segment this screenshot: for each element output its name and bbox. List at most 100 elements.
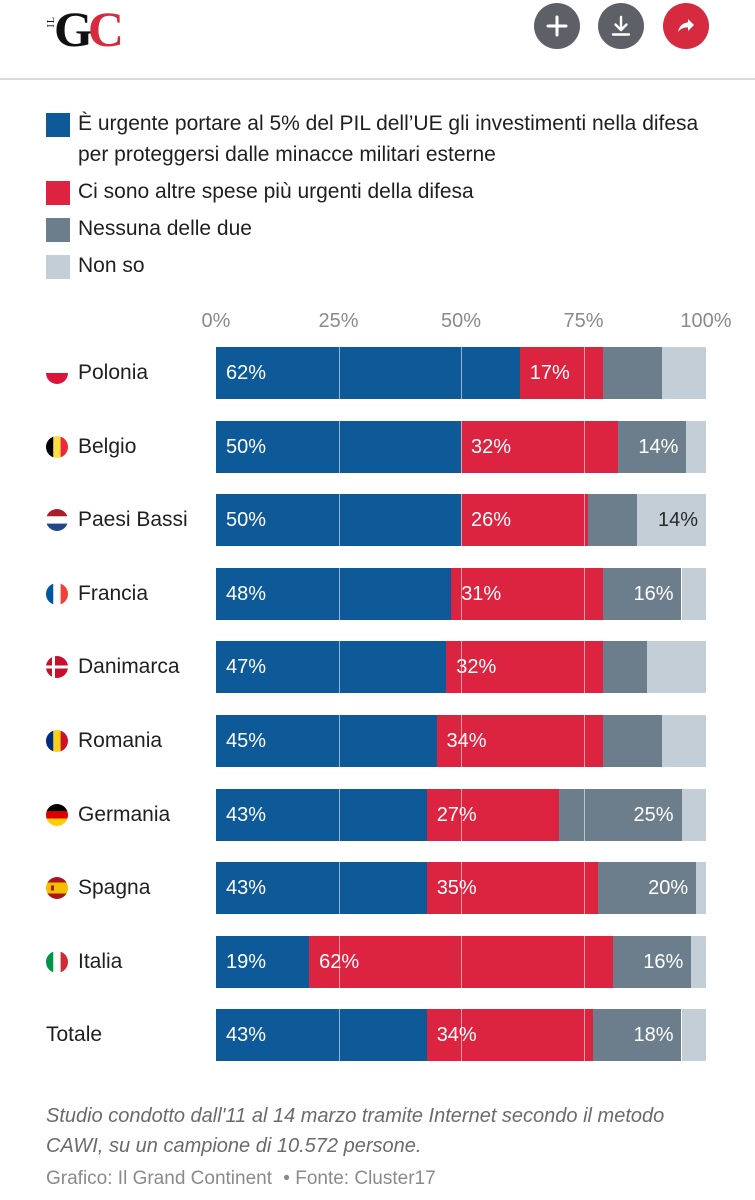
bar-segment <box>637 494 706 547</box>
data-label: 50% <box>226 435 267 458</box>
bar-segment <box>603 641 648 694</box>
bar-segment <box>661 347 706 399</box>
netherlands-flag-icon <box>46 509 68 532</box>
data-label: 20% <box>648 877 689 900</box>
bar-segment <box>216 788 427 841</box>
category-label: Italia <box>46 936 122 988</box>
legend-label: Non so <box>78 254 145 277</box>
legend-item: È urgente portare al 5% del PIL dell’UE … <box>46 108 726 170</box>
category-text: Paesi Bassi <box>78 508 188 532</box>
data-label: 43% <box>226 803 267 826</box>
data-label: 17% <box>529 362 570 384</box>
bar-segment <box>593 1009 682 1062</box>
bar-segment <box>461 494 589 547</box>
share-icon <box>678 19 694 32</box>
add-icon <box>546 15 568 37</box>
data-label: 32% <box>471 435 512 458</box>
bar-segment <box>603 567 682 620</box>
category-text: Totale <box>46 1023 103 1047</box>
category-text: Italia <box>78 949 123 973</box>
chart-legend: È urgente portare al 5% del PIL dell’UE … <box>46 108 726 287</box>
x-tick-label: 50% <box>440 310 482 332</box>
data-label: 48% <box>226 582 267 605</box>
category-label: Danimarca <box>46 641 180 693</box>
category-text: Belgio <box>78 434 137 458</box>
category-label: Spagna <box>46 862 150 914</box>
data-label: 62% <box>226 362 267 384</box>
data-label: 27% <box>436 803 477 826</box>
download-icon <box>611 15 631 36</box>
legend-label: Ci sono altre spese più urgenti della di… <box>78 180 474 203</box>
header-bar: IL GC <box>0 0 755 80</box>
logo-gc: GC <box>54 0 124 58</box>
legend-label: Nessuna delle due <box>78 217 252 240</box>
category-label: Belgio <box>46 421 136 473</box>
france-flag-icon <box>46 582 68 605</box>
category-text: Polonia <box>78 361 149 384</box>
add-button[interactable] <box>534 3 580 49</box>
category-text: Francia <box>78 581 149 605</box>
data-label: 45% <box>226 730 267 752</box>
x-tick-label: 25% <box>318 310 359 332</box>
logo-c: C <box>87 1 124 57</box>
data-label: 50% <box>226 509 267 532</box>
legend-item: Ci sono altre spese più urgenti della di… <box>46 176 726 207</box>
bar-segment <box>686 420 706 473</box>
bar-segment <box>612 935 692 988</box>
data-label: 32% <box>456 656 497 679</box>
data-label: 43% <box>226 877 267 900</box>
romania-flag-icon <box>46 730 68 752</box>
legend-swatch <box>46 255 70 279</box>
category-text: Spagna <box>78 876 151 900</box>
data-label: 31% <box>461 582 502 605</box>
bar-segment <box>691 935 706 988</box>
category-text: Danimarca <box>78 655 180 679</box>
bar-segment <box>451 567 604 620</box>
bar-segment <box>588 494 638 547</box>
bar-segment <box>559 788 682 841</box>
bar-segment <box>661 715 706 767</box>
bar-segment <box>216 862 427 915</box>
data-label: 62% <box>319 950 360 973</box>
legend-swatch <box>46 181 70 205</box>
credit-source: • Fonte: Cluster17 <box>283 1168 436 1189</box>
data-label: 19% <box>226 950 267 973</box>
category-label: Totale <box>46 1009 102 1061</box>
bar-segment <box>426 788 559 841</box>
category-label: Germania <box>46 789 170 841</box>
germany-flag-icon <box>46 803 68 826</box>
bar-segment <box>696 862 706 915</box>
x-tick-label: 100% <box>680 310 732 332</box>
category-label: Francia <box>46 568 148 620</box>
data-label: 43% <box>226 1024 267 1047</box>
legend-item: Nessuna delle due <box>46 213 726 244</box>
bar-segment <box>519 347 604 399</box>
legend-item: Non so <box>46 250 726 281</box>
bar-segment <box>216 567 452 620</box>
italy-flag-icon <box>46 950 68 973</box>
category-label: Romania <box>46 715 162 767</box>
poland-flag-icon <box>46 362 68 384</box>
credit-graphic: Grafico: Il Grand Continent <box>46 1168 272 1189</box>
bar-segment <box>681 1009 706 1062</box>
legend-swatch <box>46 113 70 137</box>
data-label: 25% <box>633 803 674 826</box>
bar-segment <box>647 641 706 694</box>
bar-segment <box>426 1009 594 1062</box>
data-label: 18% <box>633 1024 674 1047</box>
data-label: 14% <box>638 435 679 458</box>
bar-segment <box>446 641 604 694</box>
legend-label: È urgente portare al 5% del PIL dell’UE … <box>78 112 699 166</box>
bar-segment <box>603 715 662 767</box>
category-label: Paesi Bassi <box>46 494 188 546</box>
download-button[interactable] <box>598 3 644 49</box>
bar-segment <box>216 935 310 988</box>
share-button[interactable] <box>663 3 709 49</box>
category-text: Germania <box>78 802 171 826</box>
data-label: 34% <box>446 730 487 752</box>
data-label: 16% <box>643 950 684 973</box>
bar-segment <box>216 715 437 767</box>
spain-flag-icon <box>46 877 68 900</box>
bar-segment <box>426 862 599 915</box>
bar-segment <box>216 641 447 694</box>
